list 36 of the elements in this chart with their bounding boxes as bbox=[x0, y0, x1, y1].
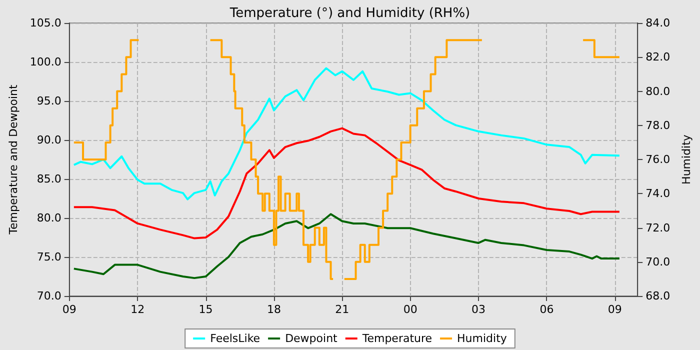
y-axis-title: Temperature and Dewpoint bbox=[7, 84, 20, 236]
x-tick-label: 03 bbox=[472, 303, 486, 316]
x-tick-label: 18 bbox=[266, 303, 281, 316]
y2-tick-label: 78.0 bbox=[646, 118, 670, 132]
x-tick-label: 21 bbox=[335, 303, 350, 316]
y2-tick-label: 82.0 bbox=[646, 50, 670, 64]
y-tick-label: 85.0 bbox=[36, 172, 62, 186]
line-series bbox=[72, 127, 620, 240]
legend-label: Humidity bbox=[457, 332, 508, 345]
line-series bbox=[72, 67, 620, 200]
y2-tick-label: 80.0 bbox=[646, 84, 670, 98]
x-tick-label: 09 bbox=[608, 303, 622, 316]
x-tick-label: 15 bbox=[198, 303, 213, 316]
y2-tick-label: 84.0 bbox=[646, 16, 670, 30]
y2-tick-label: 74.0 bbox=[646, 187, 670, 200]
y2-tick-label: 76.0 bbox=[646, 153, 670, 166]
x-tick-label: 12 bbox=[130, 303, 145, 316]
line-series bbox=[72, 213, 620, 280]
legend-label: FeelsLike bbox=[210, 332, 260, 345]
legend-label: Dewpoint bbox=[285, 332, 338, 345]
x-tick-label: 06 bbox=[540, 303, 554, 316]
y-tick-label: 105.0 bbox=[30, 16, 62, 30]
y-tick-label: 95.0 bbox=[36, 94, 62, 108]
y-tick-label: 70.0 bbox=[36, 290, 62, 302]
y-tick-label: 75.0 bbox=[36, 250, 62, 264]
y-tick-label: 90.0 bbox=[36, 134, 62, 146]
y2-axis-title: Humidity bbox=[680, 134, 693, 184]
y-tick-label: 80.0 bbox=[36, 212, 62, 224]
chart-title: Temperature (°) and Humidity (RH%) bbox=[228, 6, 470, 21]
y2-tick-label: 70.0 bbox=[646, 255, 670, 268]
legend-label: Temperature bbox=[361, 332, 432, 345]
y-tick-label: 100.0 bbox=[30, 56, 62, 68]
y2-tick-label: 68.0 bbox=[646, 290, 670, 302]
x-tick-label: 00 bbox=[403, 303, 418, 316]
y2-tick-label: 72.0 bbox=[646, 221, 670, 234]
x-tick-label: 09 bbox=[62, 303, 76, 316]
